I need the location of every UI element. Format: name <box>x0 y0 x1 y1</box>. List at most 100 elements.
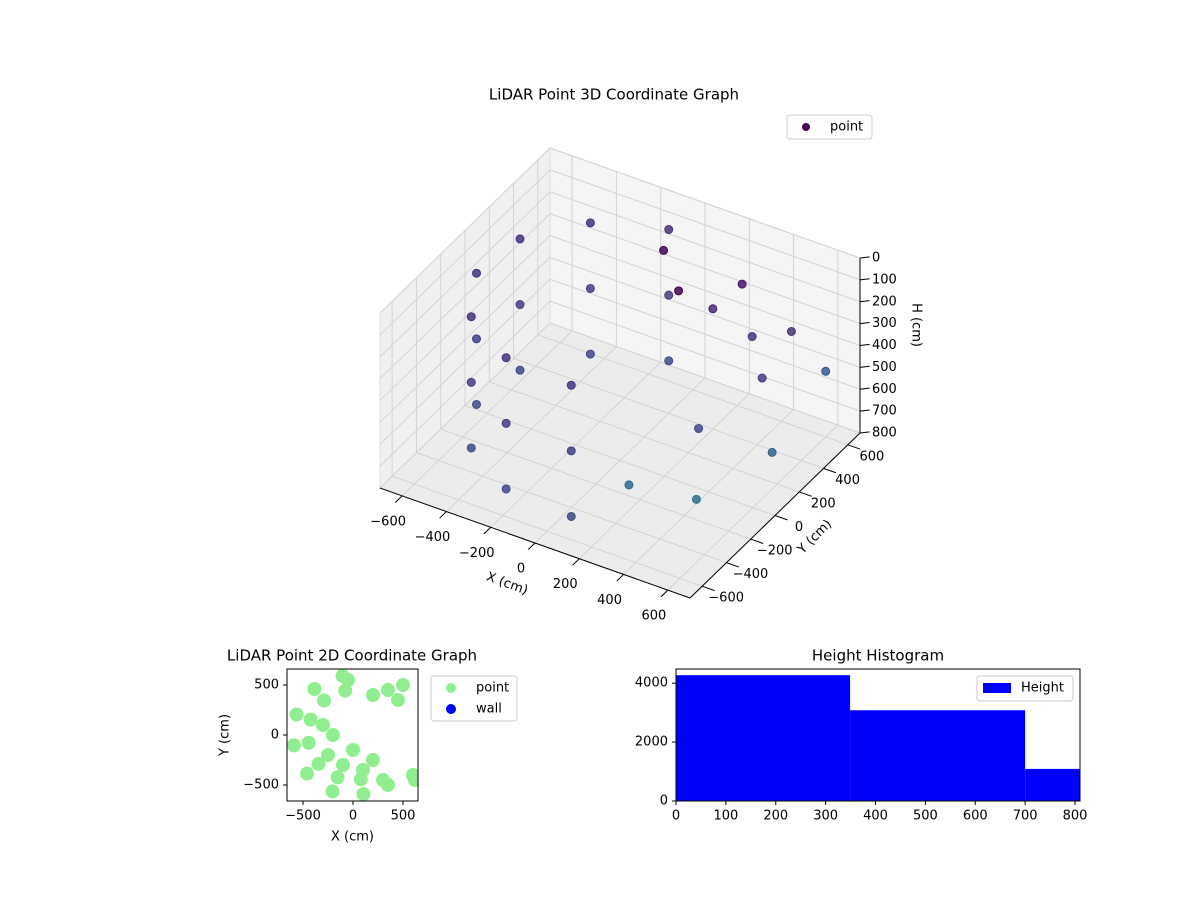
y-tick-label: 200 <box>811 496 836 511</box>
point <box>659 245 669 255</box>
plot-frame <box>675 668 1081 802</box>
x-tick-label: 400 <box>863 809 888 824</box>
point <box>289 707 304 722</box>
point <box>466 443 476 453</box>
chart-title: Height Histogram <box>812 647 944 665</box>
tick-mark <box>483 526 492 535</box>
point <box>325 784 340 799</box>
grid-line <box>391 475 703 587</box>
x-tick-label: 100 <box>713 809 738 824</box>
point <box>786 326 796 336</box>
point <box>472 399 482 409</box>
tick-mark <box>823 467 837 474</box>
tick-mark <box>859 256 870 259</box>
point <box>708 304 718 314</box>
x-axis-line <box>379 487 691 599</box>
x-tick-label: −500 <box>285 809 321 824</box>
point <box>664 290 674 300</box>
grid-line <box>549 169 861 281</box>
grid-line <box>379 147 551 314</box>
legend-box <box>430 675 518 722</box>
bar <box>676 675 851 801</box>
grid-line <box>379 257 551 423</box>
y-tick-label: 0 <box>660 794 668 809</box>
z-tick-label: 800 <box>872 426 897 441</box>
x-axis-label: X (cm) <box>331 830 374 845</box>
y-tick-label: 600 <box>859 449 884 464</box>
point <box>356 763 370 777</box>
tick-mark <box>527 542 536 550</box>
y-tick-label: −600 <box>708 591 744 606</box>
x-tick-label: 700 <box>1013 809 1038 824</box>
point <box>472 334 482 344</box>
point <box>303 712 318 727</box>
x-tick-label: 0 <box>517 562 525 577</box>
grid-line <box>489 381 800 493</box>
tick-mark <box>750 538 764 544</box>
y-axis-label: Y (cm) <box>218 714 233 757</box>
tick-mark <box>394 495 403 503</box>
grid-line <box>379 191 551 358</box>
tick-mark <box>799 491 812 497</box>
tick-mark <box>660 589 669 598</box>
point <box>585 283 595 293</box>
z-tick-label: 0 <box>872 251 880 266</box>
tick-mark <box>859 365 870 368</box>
point <box>408 773 418 787</box>
z-tick-label: 100 <box>872 272 897 287</box>
point <box>321 748 335 762</box>
grid-line <box>549 213 861 325</box>
tick-mark <box>701 585 715 592</box>
tick-mark <box>616 574 624 582</box>
grid-line <box>549 256 861 368</box>
tick-mark <box>847 444 861 450</box>
legend-label: Height <box>1021 681 1064 696</box>
x-tick-label: −400 <box>415 530 451 545</box>
point <box>300 766 314 781</box>
point <box>691 494 701 504</box>
point <box>624 480 634 490</box>
x-tick-label: 500 <box>391 809 416 824</box>
point <box>341 673 355 687</box>
point <box>694 424 704 434</box>
x-tick-label: −200 <box>459 546 495 561</box>
tick-mark <box>726 562 739 568</box>
point <box>338 683 353 698</box>
point <box>317 693 331 708</box>
point <box>515 234 525 244</box>
z-tick-label: 400 <box>872 338 897 353</box>
legend-marker <box>446 704 456 714</box>
point <box>566 380 576 390</box>
point <box>515 365 525 375</box>
legend-box <box>976 675 1074 702</box>
y-tick-label: 500 <box>254 678 279 693</box>
legend-patch <box>983 683 1011 693</box>
z-tick-label: 600 <box>872 382 897 397</box>
x-tick-label: 300 <box>813 809 838 824</box>
point <box>366 688 380 702</box>
grid-line <box>549 147 861 259</box>
x-tick-label: 0 <box>672 809 680 824</box>
y-tick-label: 4000 <box>635 676 668 691</box>
bar <box>850 710 1026 801</box>
point <box>311 756 326 771</box>
grid-line <box>379 169 551 336</box>
legend-label: wall <box>476 702 502 717</box>
tick-mark <box>859 387 870 390</box>
point <box>330 770 345 785</box>
x-tick-label: −600 <box>370 514 406 529</box>
point <box>391 693 405 707</box>
point <box>501 353 511 363</box>
y-tick-label: −200 <box>757 544 793 559</box>
point <box>747 332 757 342</box>
point <box>566 446 576 456</box>
y-axis-line <box>689 432 861 599</box>
grid-line <box>549 235 861 346</box>
y-tick-label: 2000 <box>635 735 668 750</box>
point <box>381 778 395 792</box>
y-tick-label: 0 <box>795 520 803 535</box>
grid-line <box>464 405 776 516</box>
grid-line <box>416 452 727 564</box>
point <box>356 787 371 801</box>
